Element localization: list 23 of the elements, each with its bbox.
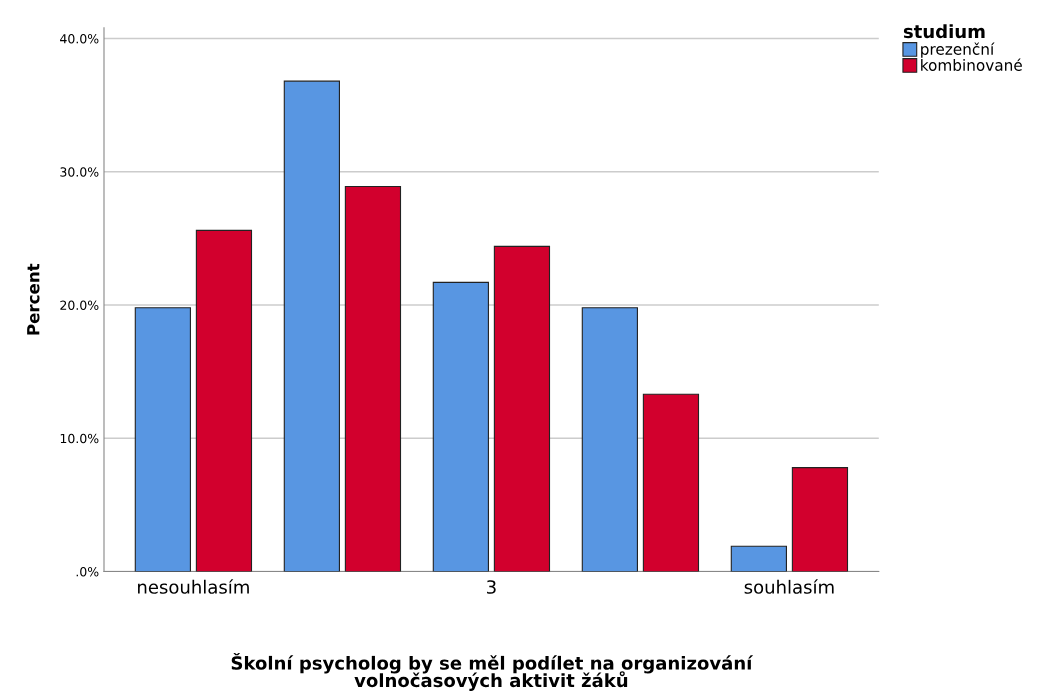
y-tick-label: 30.0% — [60, 167, 99, 177]
y-tick-label: 10.0% — [60, 433, 99, 444]
legend-label: kombinované — [921, 58, 1022, 71]
x-tick-label: 3 — [487, 580, 496, 594]
bar — [134, 307, 191, 572]
x-tick-label: nesouhlasím — [138, 579, 249, 594]
x-axis-title: Školní psycholog by se měl podílet na organizování volnočasových aktivit žáků — [231, 652, 754, 691]
bar — [791, 467, 849, 572]
bar — [493, 245, 551, 572]
legend-title: studium — [903, 24, 985, 39]
legend-label: prezenční — [921, 42, 995, 58]
y-tick-label: 20.0% — [60, 300, 99, 310]
x-tick-label: souhlasím — [744, 579, 834, 594]
bar — [432, 281, 489, 572]
y-tick-label: .0% — [76, 567, 99, 577]
bar — [581, 307, 638, 572]
bar — [195, 229, 253, 572]
bar — [283, 80, 340, 572]
y-axis-title: Percent — [27, 263, 40, 335]
y-tick-label: 40.0% — [60, 34, 99, 44]
bar — [344, 185, 402, 572]
bar — [642, 393, 700, 572]
bar — [730, 545, 787, 572]
